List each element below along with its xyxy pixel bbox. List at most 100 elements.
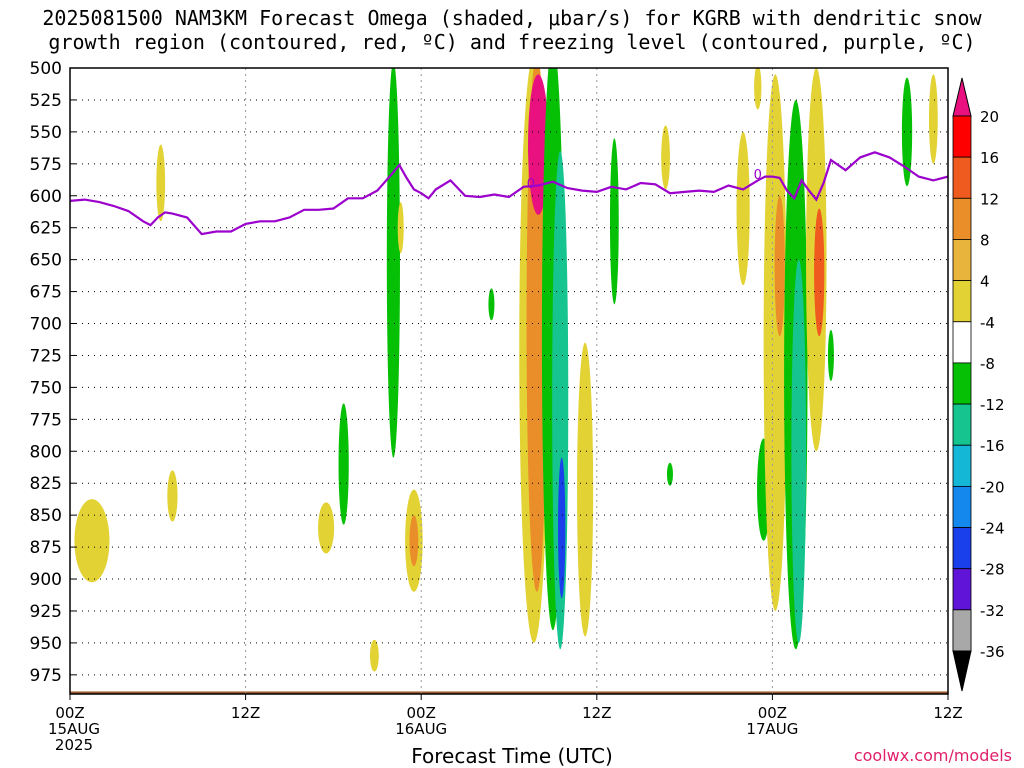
omega-cell-19 — [661, 125, 670, 190]
omega-shading-layer — [74, 68, 938, 672]
omega-cell-9 — [409, 515, 419, 567]
y-tick-label-16: 900 — [30, 570, 62, 590]
y-tick-label-18: 950 — [30, 634, 62, 654]
x-tick-label-5-0: 12Z — [933, 704, 962, 722]
plot-frame — [69, 67, 949, 695]
y-tick-label-0: 500 — [30, 59, 62, 79]
y-tick-label-5: 625 — [30, 219, 62, 239]
colorbar-swatch-8 — [952, 444, 972, 487]
colorbar-label-1: 16 — [980, 149, 999, 167]
omega-cell-16 — [558, 457, 566, 599]
omega-cell-31 — [901, 77, 913, 187]
colorbar-label-10: -24 — [980, 520, 1005, 538]
omega-cell-30 — [827, 329, 834, 381]
colorbar-swatch-0 — [952, 115, 972, 158]
chart-title-line1: 2025081500 NAM3KM Forecast Omega (shaded… — [42, 6, 982, 30]
omega-cell-29 — [814, 208, 825, 337]
x-tick-label-4-1: 17AUG — [746, 720, 798, 738]
y-tick-label-12: 800 — [30, 442, 62, 462]
colorbar-swatch-4 — [952, 280, 972, 323]
colorbar-swatch-6 — [952, 362, 972, 405]
colorbar-label-6: -8 — [980, 355, 995, 373]
colorbar-swatch-9 — [952, 485, 972, 528]
colorbar-swatch-gray — [952, 609, 972, 652]
colorbar-swatch-1 — [952, 156, 972, 199]
omega-cell-2 — [167, 470, 178, 522]
freezing-level-contour-label-1: 0 — [754, 168, 762, 183]
omega-cell-0 — [74, 499, 110, 583]
freezing-level-line — [70, 151, 948, 236]
colorbar-label-4: 4 — [980, 273, 990, 291]
colorbar-label-13: -36 — [980, 643, 1005, 661]
x-tick-label-1-0: 12Z — [231, 704, 260, 722]
chart-title: 2025081500 NAM3KM Forecast Omega (shaded… — [0, 6, 1024, 54]
chart-title-line2: growth region (contoured, red, ºC) and f… — [48, 30, 976, 54]
omega-cell-6 — [386, 68, 400, 458]
y-axis: 500 525 550 575 600 625 650 675 700 725 750 775 800 8… — [30, 59, 76, 686]
omega-cell-21 — [736, 131, 750, 286]
colorbar-label-5: -4 — [980, 314, 995, 332]
colorbar-label-11: -28 — [980, 561, 1005, 579]
y-tick-label-9: 725 — [30, 346, 62, 366]
omega-cell-20 — [666, 462, 673, 486]
y-tick-label-1: 525 — [30, 91, 62, 111]
x-tick-label-2-1: 16AUG — [395, 720, 447, 738]
omega-cell-5 — [369, 639, 379, 672]
omega-cell-18 — [609, 138, 619, 305]
x-tick-label-0-0: 00Z — [55, 704, 84, 722]
colorbar-label-9: -20 — [980, 478, 1005, 496]
colorbar-label-0: 20 — [980, 108, 999, 126]
omega-cell-1 — [156, 144, 166, 222]
y-tick-label-4: 600 — [30, 187, 62, 207]
omega-cell-17 — [577, 342, 594, 637]
omega-cell-10 — [488, 288, 495, 321]
y-tick-label-19: 975 — [30, 666, 62, 686]
y-tick-label-7: 675 — [30, 283, 62, 303]
colorbar-swatch-5 — [952, 321, 972, 364]
x-tick-label-4-0: 00Z — [758, 704, 787, 722]
colorbar-label-12: -32 — [980, 602, 1005, 620]
y-tick-label-6: 650 — [30, 251, 62, 271]
colorbar-label-8: -16 — [980, 437, 1005, 455]
terrain-layer — [70, 691, 948, 694]
colorbar-swatch-7 — [952, 403, 972, 446]
colorbar-label-7: -12 — [980, 396, 1005, 414]
omega-cell-4 — [338, 403, 349, 525]
colorbar-label-3: 8 — [980, 231, 990, 249]
colorbar-bottom-triangle — [952, 650, 972, 692]
y-tick-label-10: 750 — [30, 378, 62, 398]
omega-cell-24 — [763, 74, 788, 611]
colorbar-label-2: 12 — [980, 190, 999, 208]
omega-cell-3 — [318, 502, 335, 554]
omega-cell-32 — [928, 74, 938, 164]
y-tick-label-2: 550 — [30, 123, 62, 143]
x-tick-label-2-0: 00Z — [407, 704, 436, 722]
y-tick-label-8: 700 — [30, 315, 62, 335]
colorbar-swatch-2 — [952, 197, 972, 240]
y-tick-label-11: 775 — [30, 410, 62, 430]
x-axis-label: Forecast Time (UTC) — [411, 744, 613, 768]
colorbar-swatch-3 — [952, 239, 972, 282]
y-tick-label-15: 875 — [30, 538, 62, 558]
terrain-fill — [70, 691, 948, 694]
x-tick-label-0-2: 2025 — [55, 736, 93, 754]
colorbar-swatch-10 — [952, 527, 972, 570]
y-tick-label-14: 850 — [30, 506, 62, 526]
credit-link[interactable]: coolwx.com/models — [853, 746, 1012, 765]
y-tick-label-3: 575 — [30, 155, 62, 175]
omega-cell-22 — [754, 68, 762, 110]
colorbar-swatch-11 — [952, 568, 972, 611]
y-tick-label-13: 825 — [30, 474, 62, 494]
x-tick-label-0-1: 15AUG — [48, 720, 100, 738]
y-tick-label-17: 925 — [30, 602, 62, 622]
omega-cell-25 — [774, 195, 785, 337]
colorbar: 20 16 12 8 4 -4 -8 -12 -16 -20 -24 -28 -32 -36 — [952, 77, 1005, 692]
x-tick-label-3-0: 12Z — [582, 704, 611, 722]
colorbar-top-triangle — [952, 77, 972, 117]
freezing-level-contour-label-0: 0 — [527, 177, 535, 192]
omega-cell-27 — [791, 259, 807, 643]
omega-cell-13 — [528, 74, 549, 215]
freezing-level-layer: 00 — [70, 151, 948, 236]
